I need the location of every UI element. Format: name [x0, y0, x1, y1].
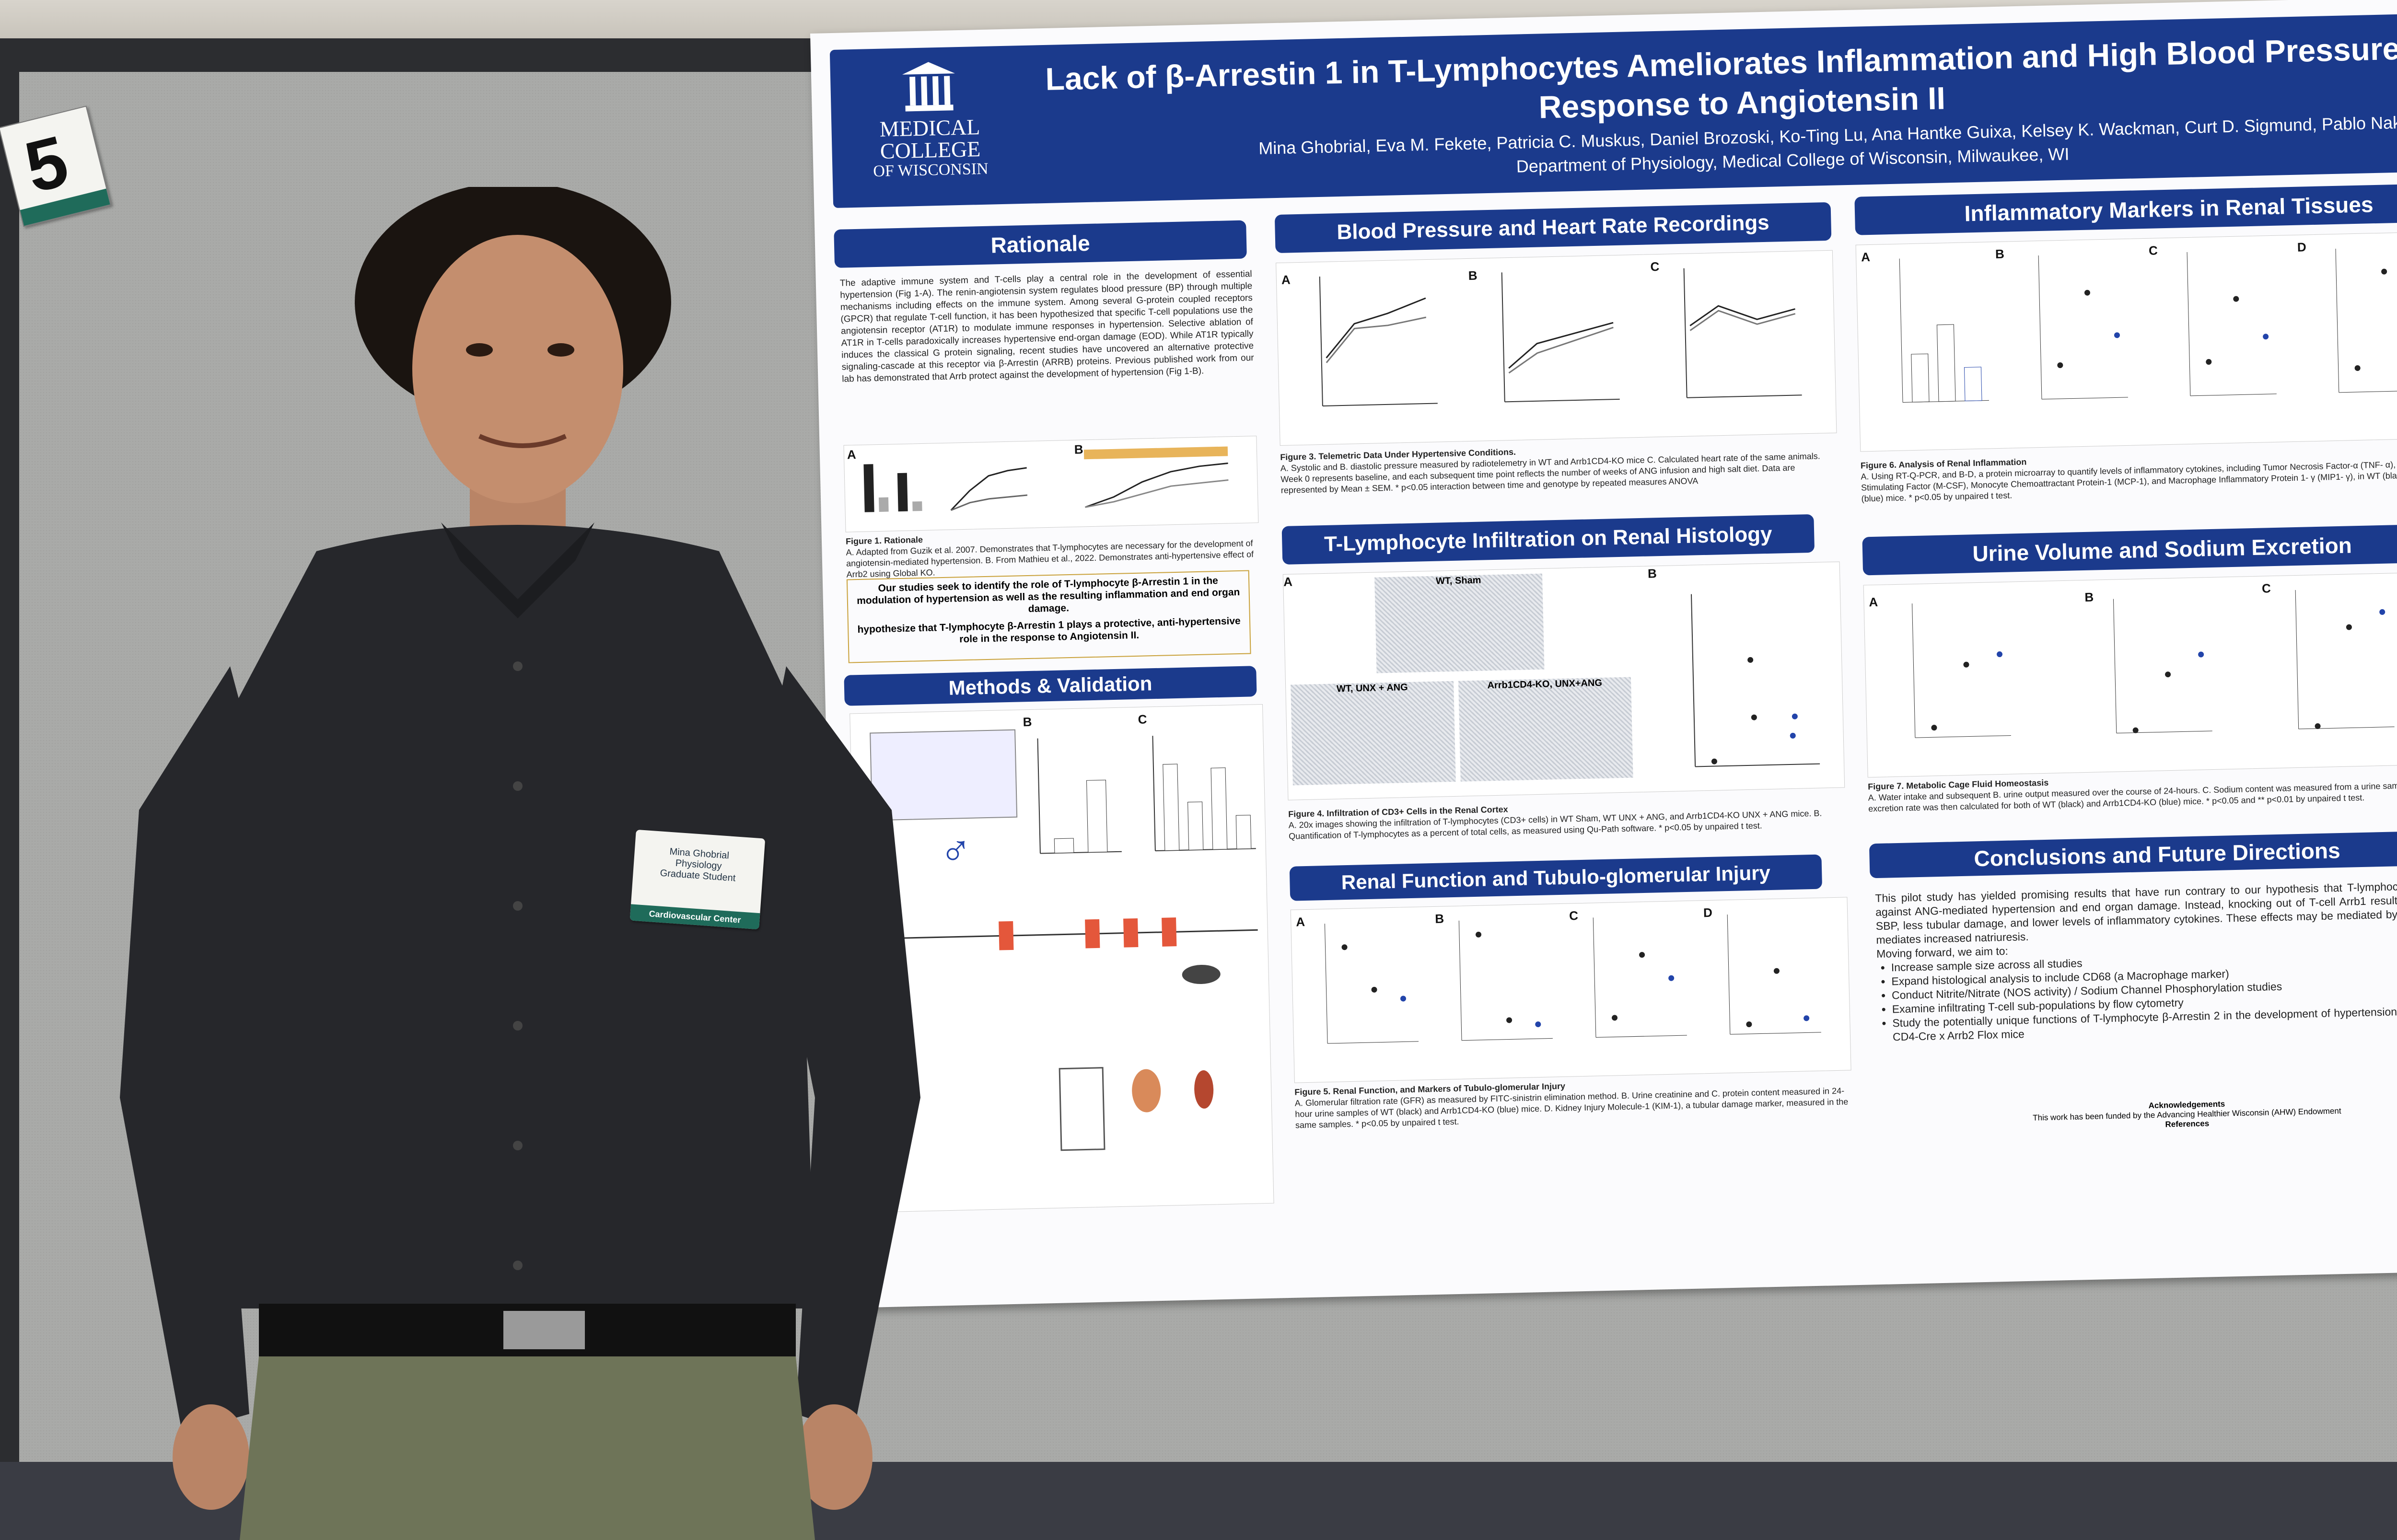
caduceus-icon: [902, 62, 955, 112]
fig3-plots: [1319, 268, 1802, 406]
figure-5: A B C D: [1290, 897, 1851, 1083]
logo-line-2: COLLEGE: [880, 137, 981, 163]
methods-label-c: C: [1138, 712, 1147, 727]
fig3c-heart-rate: [1683, 268, 1802, 398]
fig5-label-c: C: [1569, 908, 1579, 923]
fig7-label-b: B: [2084, 590, 2094, 604]
methods-label-b: B: [1023, 714, 1032, 729]
fig4-label-a: A: [1283, 574, 1293, 589]
renal-title: Renal Function and Tubulo-glomerular Inj…: [1289, 854, 1823, 901]
fig5d-kim1: [1727, 915, 1821, 1035]
shirt: [211, 525, 815, 1308]
right-arm: [757, 666, 920, 1433]
fig3-label-b: B: [1468, 268, 1478, 283]
figure-6: A B C D: [1855, 230, 2397, 452]
fig5a-gfr: [1324, 924, 1419, 1044]
fig3-label-a: A: [1281, 272, 1291, 287]
fig6-label-c: C: [2148, 243, 2158, 258]
fig3-caption: Figure 3. Telemetric Data Under Hyperten…: [1280, 440, 1837, 496]
fig6c-mcp1: [2187, 252, 2277, 396]
histology-ko-unx-ang: Arrb1CD4-KO, UNX+ANG: [1458, 677, 1633, 782]
fig5b-creatinine: [1458, 920, 1553, 1041]
research-poster: MEDICAL COLLEGE OF WISCONSIN Lack of β-A…: [810, 0, 2397, 1308]
fig4-label-b: B: [1647, 566, 1657, 581]
histology-wt-unx-ang: WT, UNX + ANG: [1291, 681, 1456, 786]
fig6-plots: [1899, 248, 2397, 403]
left-eye: [466, 343, 493, 357]
right-hand: [796, 1404, 873, 1510]
fig3-label-c: C: [1650, 259, 1660, 274]
fig3a-systolic: [1319, 276, 1438, 406]
right-eye: [547, 343, 574, 357]
fig5-caption: Figure 5. Renal Function, and Markers of…: [1294, 1074, 1851, 1131]
smile: [478, 434, 567, 448]
name-badge: Mina Ghobrial Physiology Graduate Studen…: [629, 829, 766, 930]
tcell-title: T-Lymphocyte Infiltration on Renal Histo…: [1281, 514, 1815, 565]
pants: [240, 1356, 815, 1540]
fig6-caption: Figure 6. Analysis of Renal Inflammation…: [1861, 446, 2397, 505]
fig6b-mcsf: [2038, 255, 2128, 400]
fig1-label-b: B: [1074, 442, 1083, 457]
figure-3: A B C: [1276, 250, 1837, 446]
bp-title: Blood Pressure and Heart Rate Recordings: [1274, 202, 1832, 254]
fig6-label-a: A: [1861, 249, 1871, 265]
logo-line-3: OF WISCONSIN: [873, 160, 989, 181]
fig7a-water-intake: [1912, 603, 2011, 738]
left-hand: [173, 1404, 249, 1510]
figure-7: A B C: [1863, 570, 2397, 778]
fig6d-mip1: [2335, 248, 2397, 393]
fig5-label-a: A: [1295, 915, 1305, 929]
fig7-plots: [1912, 590, 2395, 738]
fig5-plots: [1324, 915, 1821, 1044]
person-standing: [120, 187, 920, 1540]
fig4-caption: Figure 4. Infiltration of CD3+ Cells in …: [1288, 796, 1845, 842]
conclusions-text: This pilot study has yielded promising r…: [1875, 878, 2397, 1044]
fig7-label-a: A: [1869, 594, 1878, 610]
fig5-label-b: B: [1434, 911, 1444, 926]
conclusions-title: Conclusions and Future Directions: [1869, 831, 2397, 879]
collar: [441, 522, 594, 618]
fig7b-urine-output: [2113, 599, 2212, 734]
fig7c-sodium: [2295, 590, 2395, 729]
poster-header: MEDICAL COLLEGE OF WISCONSIN Lack of β-A…: [829, 12, 2397, 208]
acknowledgements: Acknowledgements This work has been fund…: [1880, 1093, 2397, 1136]
belt-buckle: [503, 1311, 585, 1349]
urine-title: Urine Volume and Sodium Excretion: [1862, 523, 2397, 576]
left-arm: [120, 666, 268, 1433]
face: [412, 235, 623, 503]
fig5-label-d: D: [1703, 905, 1713, 920]
fig3b-diastolic: [1501, 272, 1620, 403]
fig6a-tnf: [1899, 258, 1990, 403]
figure-4: A B WT, Sham WT, UNX + ANG Arrb1CD4-KO, …: [1282, 561, 1845, 800]
fig7-label-c: C: [2261, 581, 2271, 596]
fig6-label-b: B: [1995, 246, 2005, 262]
histology-wt-sham: WT, Sham: [1374, 573, 1545, 673]
shirt-buttons: [513, 661, 523, 1270]
fig6-label-d: D: [2297, 240, 2307, 255]
inflam-title: Inflammatory Markers in Renal Tissues: [1854, 182, 2397, 235]
fig1-plots: [863, 446, 1229, 512]
fig5c-protein: [1593, 917, 1687, 1038]
fig4b-plot: [1691, 594, 1820, 767]
figure-1: A B: [843, 436, 1259, 533]
mcw-logo: MEDICAL COLLEGE OF WISCONSIN: [863, 60, 996, 193]
future-directions-list: Increase sample size across all studies …: [1876, 947, 2397, 1044]
